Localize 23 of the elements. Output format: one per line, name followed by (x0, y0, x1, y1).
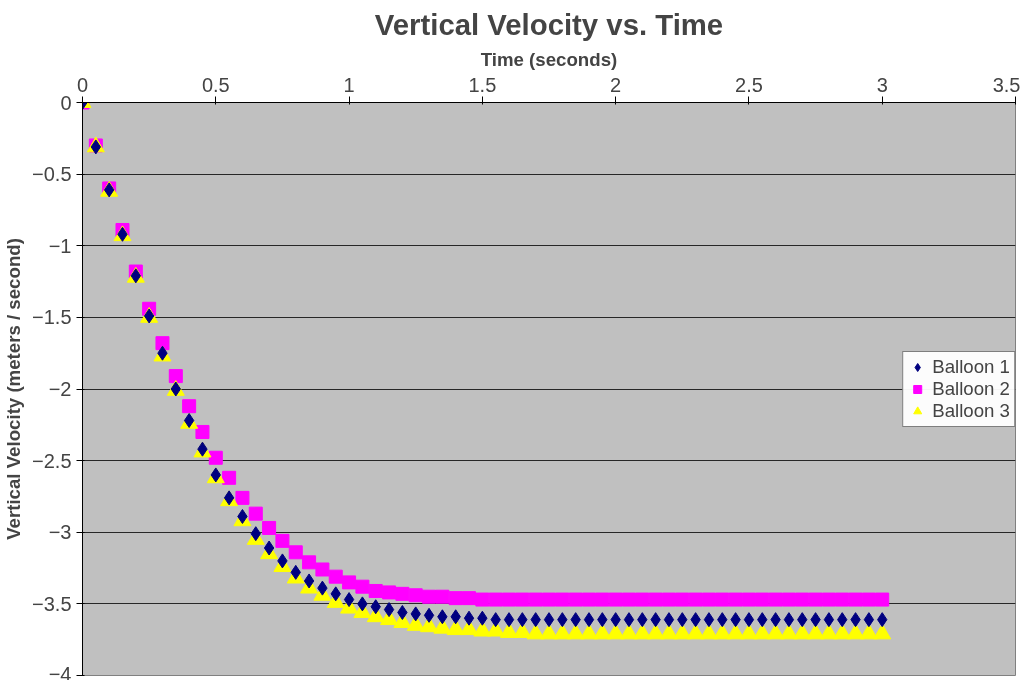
y-tick-label: −2 (48, 378, 72, 400)
x-axis-title: Time (seconds) (480, 48, 618, 70)
y-tick-label: −3.5 (32, 592, 72, 615)
y-tick-label: −3 (48, 521, 72, 544)
x-tick-label: 3.5 (992, 73, 1021, 96)
x-tick-label: 3 (876, 73, 888, 96)
y-tick-label: −1.5 (32, 306, 72, 329)
x-tick-label: 2 (610, 73, 622, 96)
legend-label: Balloon 3 (932, 399, 1010, 422)
y-tick-label: −1 (48, 234, 72, 257)
x-tick-label: 1.5 (468, 73, 497, 96)
y-axis-title: Vertical Velocity (meters / second) (3, 238, 25, 540)
x-tick-label: 1 (343, 73, 355, 96)
y-tick-label: −2.5 (32, 449, 72, 472)
x-tick-label: 0 (76, 73, 89, 96)
y-tick-label: 0 (60, 91, 72, 114)
x-tick-label: 2.5 (735, 73, 763, 96)
x-tick-label: 0.5 (201, 73, 230, 96)
y-tick-label: −0.5 (32, 163, 72, 186)
legend-label: Balloon 1 (932, 355, 1010, 378)
y-tick-label: −4 (48, 662, 72, 685)
legend-label: Balloon 2 (932, 377, 1010, 400)
chart-title: Vertical Velocity vs. Time (374, 7, 724, 41)
